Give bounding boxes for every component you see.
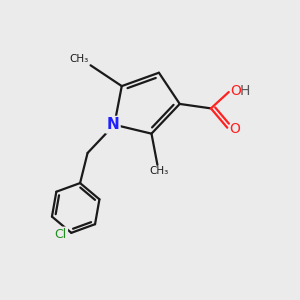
Text: H: H — [240, 84, 250, 98]
Text: N: N — [106, 117, 119, 132]
Text: CH₃: CH₃ — [149, 166, 169, 176]
Text: Cl: Cl — [55, 228, 67, 241]
Text: O: O — [230, 84, 241, 98]
Text: CH₃: CH₃ — [69, 53, 88, 64]
Text: O: O — [229, 122, 240, 136]
